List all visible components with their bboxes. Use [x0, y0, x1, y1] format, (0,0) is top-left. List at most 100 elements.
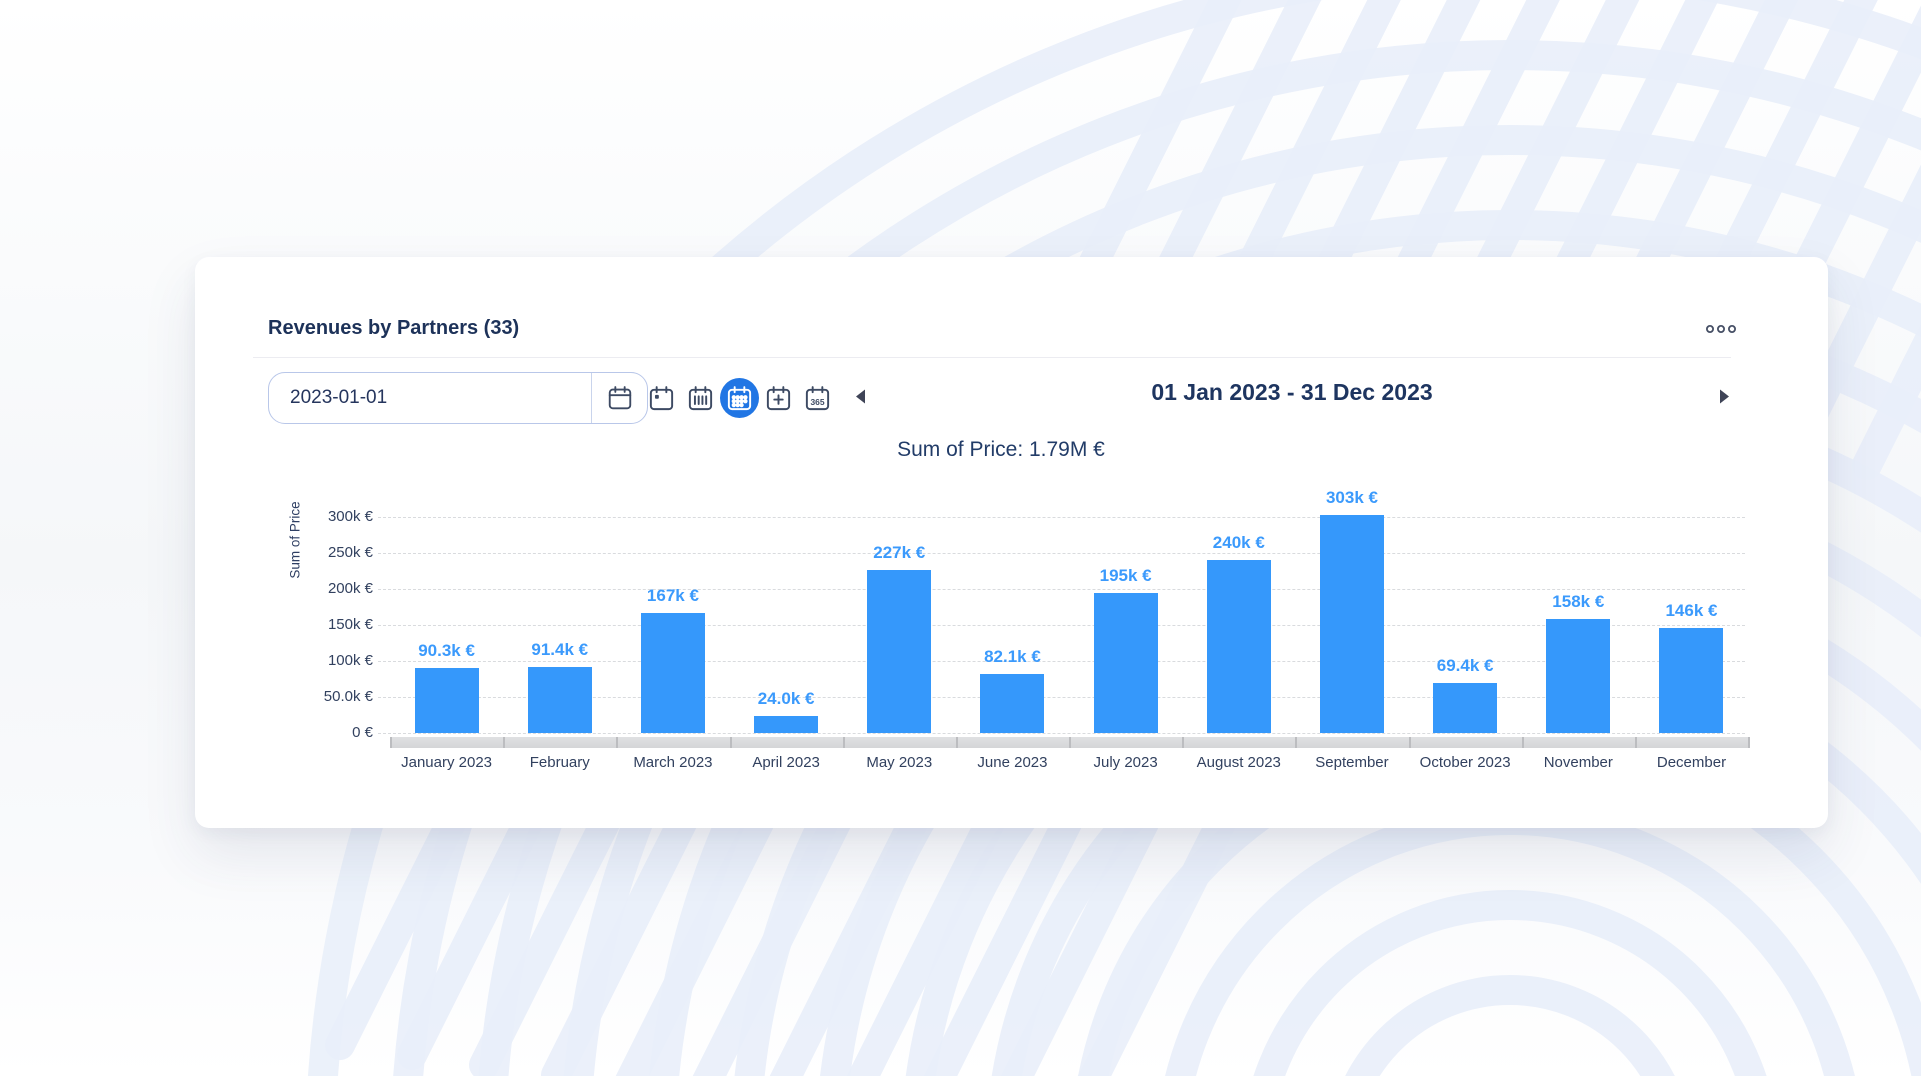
- next-period-button[interactable]: [1714, 384, 1735, 409]
- date-picker-button[interactable]: [592, 373, 647, 423]
- bar-value-label: 69.4k €: [1436, 656, 1494, 675]
- y-tick-label: 250k €: [327, 544, 373, 561]
- view-month-button[interactable]: [720, 378, 759, 418]
- bar-column: 167k €: [616, 487, 729, 733]
- scrollbar-cell[interactable]: [1184, 737, 1298, 748]
- bar-may-2023[interactable]: [867, 570, 932, 733]
- caret-left-icon: [856, 389, 865, 404]
- x-axis-label: November: [1543, 754, 1613, 771]
- calendar-plus-icon: [766, 385, 791, 410]
- card-title: Revenues by Partners (33): [268, 317, 520, 339]
- calendar-month-icon: [727, 385, 752, 410]
- calendar-icon: [608, 386, 631, 410]
- view-year-button[interactable]: 365: [798, 378, 837, 418]
- x-axis-label: May 2023: [866, 754, 933, 771]
- scrollbar-cell[interactable]: [1523, 737, 1637, 748]
- scrollbar-cell[interactable]: [618, 737, 732, 748]
- previous-period-button[interactable]: [850, 384, 871, 409]
- bar-september[interactable]: [1319, 515, 1384, 733]
- bar-value-label: 146k €: [1665, 601, 1718, 620]
- bar-value-label: 195k €: [1099, 566, 1152, 585]
- more-options-button[interactable]: [1700, 319, 1742, 339]
- category-axis-scrollbar[interactable]: [390, 737, 1751, 748]
- caret-right-icon: [1720, 389, 1729, 404]
- input-divider: [591, 373, 592, 423]
- scrollbar-cell[interactable]: [844, 737, 958, 748]
- bar-value-label: 167k €: [646, 586, 699, 605]
- bar-column: 69.4k €: [1409, 487, 1522, 733]
- bar-value-label: 227k €: [873, 543, 926, 562]
- x-axis-labels: January 2023 February March 2023 April 2023…: [390, 754, 1748, 771]
- bar-value-label: 240k €: [1212, 533, 1265, 552]
- gridline: [378, 589, 1745, 590]
- x-axis-label: September: [1315, 754, 1389, 771]
- x-axis-label: March 2023: [633, 754, 713, 771]
- bar-august-2023[interactable]: [1206, 560, 1271, 733]
- x-axis-label: July 2023: [1093, 754, 1158, 771]
- header-divider: [253, 357, 1731, 358]
- bar-december[interactable]: [1659, 628, 1724, 733]
- plot-area: 90.3k € 91.4k € 167k € 24.0k € 227k € 82.1k €…: [390, 487, 1748, 733]
- gridline: [378, 697, 1745, 698]
- bar-july-2023[interactable]: [1093, 593, 1158, 733]
- ellipsis-icon: [1706, 325, 1736, 333]
- date-input-group: [268, 372, 648, 424]
- bar-april-2023[interactable]: [754, 716, 819, 733]
- bar-column: 227k €: [843, 487, 956, 733]
- scrollbar-cell[interactable]: [731, 737, 845, 748]
- view-add-button[interactable]: [759, 378, 798, 418]
- gridline: [378, 553, 1745, 554]
- bar-column: 195k €: [1069, 487, 1182, 733]
- scrollbar-cell[interactable]: [1071, 737, 1185, 748]
- x-axis-label: December: [1656, 754, 1727, 771]
- date-range-label: 01 Jan 2023 - 31 Dec 2023: [1151, 379, 1433, 405]
- y-tick-label: 150k €: [327, 616, 373, 633]
- view-day-button[interactable]: [642, 378, 681, 418]
- scrollbar-cell[interactable]: [1297, 737, 1411, 748]
- gridline: [378, 661, 1745, 662]
- x-axis-label: February: [529, 754, 590, 771]
- y-tick-label: 200k €: [327, 580, 373, 597]
- scrollbar-cell[interactable]: [1636, 737, 1751, 748]
- bar-column: 303k €: [1295, 487, 1408, 733]
- calendar-week-icon: [688, 385, 713, 410]
- scrollbar-cell[interactable]: [1410, 737, 1524, 748]
- scrollbar-cell[interactable]: [392, 737, 506, 748]
- date-input[interactable]: [269, 387, 591, 409]
- bar-column: 24.0k €: [730, 487, 843, 733]
- x-axis-label: October 2023: [1419, 754, 1511, 771]
- calendar-365-icon: 365: [805, 385, 830, 410]
- bar-value-label: 91.4k €: [531, 640, 589, 659]
- year-badge: 365: [810, 396, 824, 406]
- bar-january-2023[interactable]: [414, 668, 479, 733]
- bar-march-2023[interactable]: [640, 613, 705, 733]
- bar-value-label: 158k €: [1552, 592, 1605, 611]
- calendar-day-icon: [649, 385, 674, 410]
- x-axis-label: June 2023: [977, 754, 1048, 771]
- scrollbar-cell[interactable]: [957, 737, 1072, 748]
- gridline: [378, 625, 1745, 626]
- y-tick-label: 300k €: [327, 508, 373, 525]
- bar-february[interactable]: [527, 667, 592, 733]
- view-week-button[interactable]: [681, 378, 720, 418]
- bar-october-2023[interactable]: [1433, 683, 1498, 733]
- gridline: [378, 733, 1745, 734]
- gridline: [378, 517, 1745, 518]
- revenues-card: Revenues by Partners (33): [195, 257, 1828, 828]
- calendar-view-switcher: 365: [642, 378, 837, 418]
- bar-column: 82.1k €: [956, 487, 1069, 733]
- x-axis-label: January 2023: [401, 754, 493, 771]
- bar-column: 146k €: [1635, 487, 1748, 733]
- bar-june-2023[interactable]: [980, 674, 1045, 733]
- y-tick-label: 0 €: [352, 724, 373, 741]
- bar-value-label: 303k €: [1325, 488, 1378, 507]
- bar-value-label: 82.1k €: [984, 647, 1041, 666]
- bar-column: 158k €: [1522, 487, 1635, 733]
- bar-value-label: 24.0k €: [757, 689, 815, 708]
- scrollbar-cell[interactable]: [505, 737, 619, 748]
- y-tick-label: 50.0k €: [323, 688, 373, 705]
- bar-column: 240k €: [1182, 487, 1295, 733]
- bar-november[interactable]: [1546, 619, 1611, 733]
- bar-value-label: 90.3k €: [418, 641, 475, 660]
